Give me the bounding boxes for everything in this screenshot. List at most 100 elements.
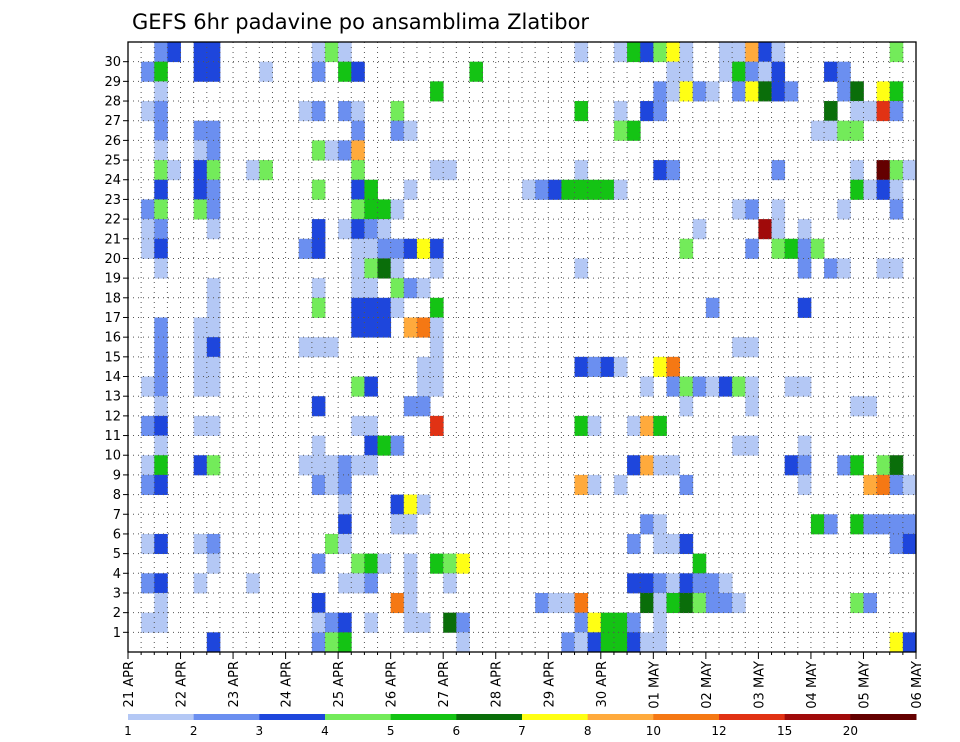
- heatmap-cell: [141, 101, 155, 122]
- heatmap-cell: [666, 356, 680, 377]
- legend-swatch: [653, 714, 720, 720]
- heatmap-cell: [850, 179, 864, 200]
- heatmap-cell: [876, 101, 891, 122]
- x-tick-label: 03 MAY: [752, 661, 767, 709]
- heatmap-cell: [653, 573, 667, 594]
- heatmap-cell: [364, 455, 378, 476]
- heatmap-cell: [154, 219, 168, 240]
- heatmap-cell: [653, 415, 667, 436]
- heatmap-cell: [627, 415, 641, 436]
- heatmap-cell: [758, 42, 772, 63]
- heatmap-cell: [600, 356, 615, 377]
- heatmap-cell: [679, 376, 694, 397]
- heatmap-cell: [351, 120, 365, 141]
- y-tick-label: 18: [104, 291, 121, 306]
- x-tick-label: 05 MAY: [857, 661, 872, 709]
- heatmap-cell: [338, 42, 352, 63]
- heatmap-cell: [416, 356, 431, 377]
- heatmap-cell: [666, 42, 680, 63]
- heatmap-cell: [889, 455, 904, 476]
- heatmap-cell: [351, 415, 365, 436]
- heatmap-cell: [613, 474, 628, 495]
- heatmap-cell: [653, 81, 667, 102]
- heatmap-cell: [154, 140, 168, 161]
- heatmap-cell: [311, 612, 326, 633]
- color-legend: 1 2 3 4 5 6 7 8 10 12 15 20: [124, 714, 917, 738]
- heatmap-cell: [430, 553, 444, 574]
- heatmap-cell: [653, 514, 667, 535]
- heatmap-cell: [430, 238, 444, 259]
- heatmap-cell: [679, 592, 694, 614]
- heatmap-cell: [430, 160, 444, 181]
- y-tick-label: 24: [104, 173, 121, 188]
- legend-swatch: [784, 714, 851, 720]
- heatmap-cell: [338, 101, 352, 122]
- y-tick-label: 25: [104, 154, 121, 169]
- heatmap-cell: [351, 219, 365, 240]
- heatmap-cell: [797, 297, 812, 318]
- heatmap-cell: [653, 632, 667, 653]
- heatmap-cell: [193, 415, 208, 436]
- heatmap-cell: [141, 612, 155, 633]
- heatmap-cell: [141, 376, 155, 397]
- heatmap-cell: [889, 632, 904, 653]
- heatmap-cell: [456, 553, 470, 574]
- heatmap-cell: [141, 474, 155, 495]
- heatmap-cell: [430, 337, 444, 358]
- heatmap-cell: [719, 42, 733, 63]
- x-tick-label: 29 APR: [542, 661, 557, 707]
- legend-swatch: [719, 714, 786, 720]
- heatmap-cell: [311, 455, 326, 476]
- y-tick-label: 5: [113, 547, 121, 562]
- heatmap-cell: [745, 337, 759, 358]
- heatmap-cell: [351, 238, 365, 259]
- heatmap-cell: [745, 81, 759, 102]
- heatmap-cell: [311, 42, 326, 63]
- heatmap-cell: [824, 61, 838, 82]
- heatmap-cell: [587, 415, 602, 436]
- heatmap-cell: [390, 199, 405, 220]
- legend-label: 10: [646, 724, 661, 738]
- heatmap-cell: [574, 101, 589, 122]
- heatmap-cell: [206, 317, 221, 338]
- x-tick-label: 30 APR: [595, 661, 610, 707]
- heatmap-cell: [889, 179, 904, 200]
- heatmap-cell: [732, 337, 746, 358]
- heatmap-cell: [784, 376, 799, 397]
- heatmap-cell: [377, 317, 392, 338]
- heatmap-cell: [561, 179, 575, 200]
- heatmap-cell: [797, 455, 812, 476]
- heatmap-cell: [364, 376, 378, 397]
- x-tick-label: 21 APR: [122, 661, 137, 707]
- legend-swatch: [325, 714, 392, 720]
- heatmap-cell: [154, 81, 168, 102]
- heatmap-cell: [824, 258, 838, 279]
- heatmap-cell: [325, 140, 339, 161]
- heatmap-cell: [692, 219, 707, 240]
- heatmap-cell: [902, 533, 917, 555]
- heatmap-cell: [311, 592, 326, 614]
- heatmap-cell: [876, 474, 891, 495]
- legend-label: 3: [256, 724, 264, 738]
- legend-swatch: [456, 714, 523, 720]
- y-tick-label: 10: [104, 449, 121, 464]
- heatmap-cell: [338, 455, 352, 476]
- heatmap-cell: [338, 494, 352, 515]
- heatmap-cell: [679, 533, 694, 555]
- heatmap-cell: [863, 101, 877, 122]
- heatmap-cell: [850, 160, 864, 181]
- heatmap-cell: [206, 356, 221, 377]
- heatmap-cell: [837, 455, 851, 476]
- heatmap-cell: [351, 455, 365, 476]
- heatmap-cell: [653, 533, 667, 555]
- heatmap-cell: [574, 160, 589, 181]
- heatmap-cell: [889, 160, 904, 181]
- y-tick-label: 3: [113, 586, 121, 601]
- legend-label: 12: [711, 724, 726, 738]
- heatmap-cell: [364, 179, 378, 200]
- heatmap-cell: [154, 592, 168, 614]
- heatmap-cell: [443, 612, 457, 633]
- x-tick-label: 02 MAY: [700, 661, 715, 709]
- heatmap-cell: [732, 81, 746, 102]
- y-tick-label: 9: [113, 468, 121, 483]
